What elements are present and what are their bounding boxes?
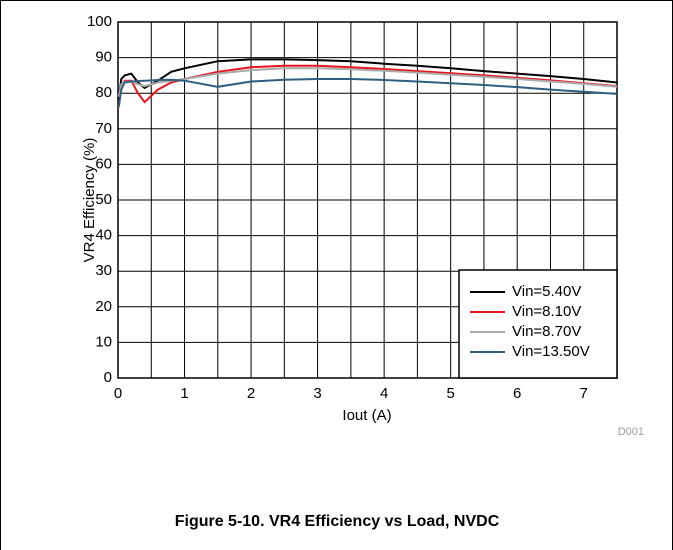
series-line: [117, 58, 618, 101]
x-axis-label: Iout (A): [342, 407, 391, 424]
x-tick-label: 5: [446, 385, 454, 402]
y-axis-label: VR4 Efficiency (%): [81, 138, 98, 263]
legend-label: Vin=8.10V: [512, 303, 581, 320]
x-tick-label: 2: [247, 385, 255, 402]
y-tick-label: 20: [95, 298, 112, 315]
legend-label: Vin=13.50V: [512, 343, 590, 360]
x-tick-label: 4: [380, 385, 388, 402]
legend-label: Vin=8.70V: [512, 323, 581, 340]
y-tick-label: 80: [95, 84, 112, 101]
x-tick-label: 6: [513, 385, 521, 402]
y-tick-label: 40: [95, 227, 112, 244]
x-tick-label: 3: [313, 385, 321, 402]
y-tick-label: 60: [95, 155, 112, 172]
x-tick-label: 7: [580, 385, 588, 402]
x-tick-label: 1: [180, 385, 188, 402]
y-tick-label: 30: [95, 262, 112, 279]
legend-label: Vin=5.40V: [512, 283, 581, 300]
x-tick-label: 0: [114, 385, 122, 402]
y-tick-label: 50: [95, 191, 112, 208]
legend-box: [458, 269, 618, 379]
series-line: [117, 67, 618, 98]
plot-frame: [117, 21, 618, 379]
y-tick-label: 100: [87, 13, 112, 30]
figure-id: D001: [618, 426, 644, 438]
y-tick-label: 10: [95, 333, 112, 350]
y-tick-label: 0: [104, 369, 112, 386]
y-tick-label: 70: [95, 120, 112, 137]
series-line: [117, 78, 618, 108]
y-tick-label: 90: [95, 49, 112, 66]
series-line: [117, 64, 618, 104]
caption: Figure 5-10. VR4 Efficiency vs Load, NVD…: [175, 513, 500, 530]
